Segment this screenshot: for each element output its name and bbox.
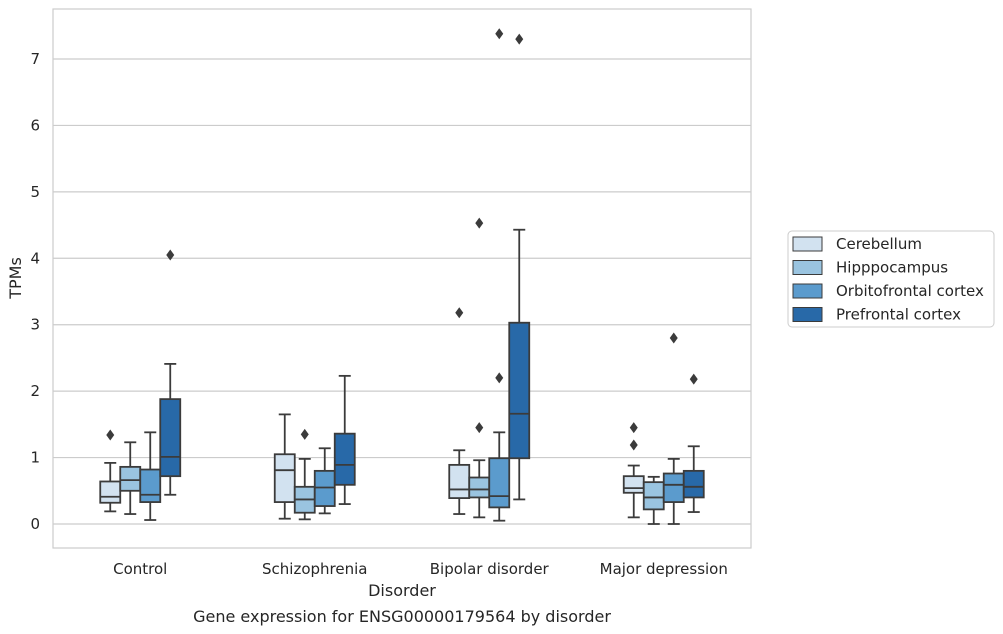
box-group [293,428,316,521]
x-tick-label: Control [113,560,167,578]
box [662,472,685,503]
box [313,469,336,507]
y-tick-label: 3 [30,316,40,334]
legend: Cerebellum Hipppocampus Orbitofrontal cort… [787,230,995,328]
legend-swatch [792,307,823,322]
y-tick-label: 6 [30,116,40,134]
box-group [488,28,511,522]
legend-label: Prefrontal cortex [836,306,961,324]
box [333,432,356,486]
box-group [273,413,296,520]
outlier-point [166,249,175,261]
box-series [99,28,705,525]
y-tick-label: 2 [30,382,40,400]
legend-label: Hipppocampus [836,259,948,277]
outlier-point [300,428,309,440]
box-group [662,332,685,525]
box [99,480,122,504]
box-group [508,33,531,501]
outlier-point [629,422,638,434]
box-group [333,374,356,505]
box-group [159,249,182,496]
plot-frame [52,8,752,549]
y-tick-label: 5 [30,183,40,201]
y-axis-ticks: 0 1 2 3 4 5 6 7 [30,50,40,533]
box [682,469,705,499]
outlier-point [495,28,504,40]
y-tick-label: 4 [30,249,40,267]
box-group [642,475,665,525]
outlier-point [669,332,678,344]
box-group [622,422,645,519]
legend-swatch [792,236,823,252]
box [119,465,142,492]
box [622,475,645,494]
legend-label: Cerebellum [836,235,922,253]
box [273,453,296,503]
x-axis-ticks: Control Schizophrenia Bipolar disorder Majo… [113,560,728,578]
outlier-point [106,429,115,441]
x-tick-label: Schizophrenia [262,560,367,578]
box-group [448,307,471,515]
box-group [313,447,336,515]
outlier-point [475,422,484,434]
legend-swatch [792,283,823,299]
chart-caption: Gene expression for ENSG00000179564 by d… [193,607,611,626]
box-group [682,373,705,513]
outlier-point [515,33,524,45]
box [642,481,665,511]
box [139,468,162,503]
box [468,476,491,499]
box [448,463,471,499]
y-tick-label: 7 [30,50,40,68]
box [508,321,531,460]
legend-swatch [792,260,823,275]
y-tick-label: 0 [30,515,40,533]
x-tick-label: Major depression [600,560,728,578]
box-group [119,441,142,515]
y-tick-label: 1 [30,449,40,467]
box-group [139,431,162,521]
box-group [468,217,491,519]
x-axis-label: Disorder [368,581,436,600]
legend-label: Orbitofrontal cortex [836,282,984,300]
box-group [99,429,122,513]
outlier-point [495,372,504,384]
outlier-point [689,373,698,385]
y-axis-label: TPMs [6,257,25,300]
x-tick-label: Bipolar disorder [430,560,550,578]
box [488,457,511,509]
outlier-point [629,439,638,451]
outlier-point [475,217,484,229]
gridlines [53,58,751,525]
box [159,398,182,478]
legend-frame [787,230,995,328]
outlier-point [455,307,464,319]
